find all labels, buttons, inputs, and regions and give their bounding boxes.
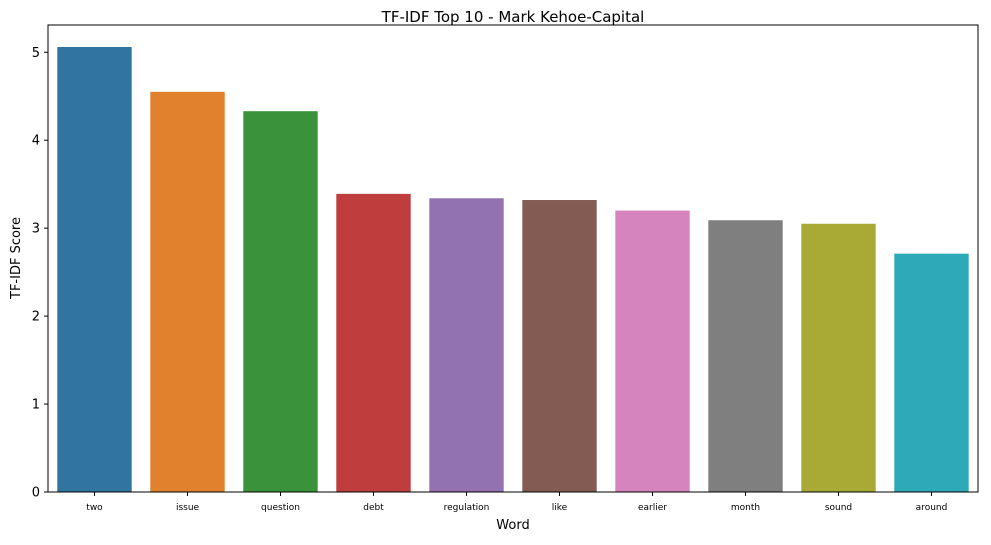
x-tick-label: question	[261, 503, 300, 513]
bar-debt	[336, 193, 411, 492]
x-axis: two issue question debt regulation like earlie…	[86, 492, 947, 513]
bar-sound	[801, 223, 876, 492]
y-tick-label: 0	[32, 486, 40, 501]
y-axis: 0 1 2 3 4 5	[32, 46, 48, 501]
x-tick-label: sound	[825, 503, 852, 513]
x-tick-label: like	[552, 503, 568, 513]
y-tick-label: 5	[32, 46, 40, 61]
x-axis-label: Word	[496, 518, 529, 533]
bars-group	[57, 46, 969, 493]
bar-regulation	[429, 198, 504, 493]
plot-frame	[47, 24, 979, 493]
x-tick-label: issue	[176, 503, 200, 513]
x-tick-label: two	[86, 503, 103, 513]
bar-earlier	[615, 210, 690, 493]
chart-title: TF-IDF Top 10 - Mark Kehoe-Capital	[381, 8, 645, 26]
y-tick-label: 3	[32, 222, 40, 237]
x-tick-label: month	[731, 503, 760, 513]
bar-like	[522, 200, 597, 492]
bar-around	[894, 253, 969, 492]
bar-question	[243, 111, 318, 492]
y-tick-label: 2	[32, 310, 40, 325]
x-tick-label: earlier	[638, 503, 667, 513]
x-tick-label: around	[916, 503, 948, 513]
bar-issue	[150, 91, 225, 492]
bar-two	[57, 46, 132, 492]
y-tick-label: 4	[32, 134, 40, 149]
y-axis-label: TF-IDF Score	[9, 217, 24, 300]
x-tick-label: debt	[363, 503, 384, 513]
bar-month	[708, 220, 783, 493]
y-tick-label: 1	[32, 398, 40, 413]
x-tick-label: regulation	[444, 503, 490, 513]
